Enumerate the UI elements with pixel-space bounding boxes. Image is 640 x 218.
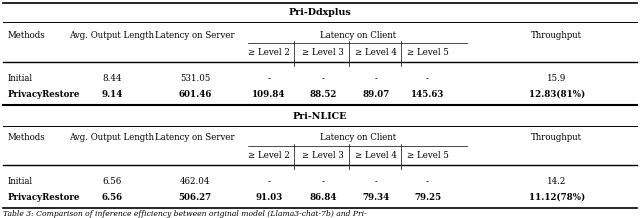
Text: 601.46: 601.46 (179, 90, 212, 99)
Text: Latency on Client: Latency on Client (320, 133, 396, 142)
Text: 12.83(​81%​): 12.83(​81%​) (529, 90, 585, 99)
Text: -: - (268, 177, 270, 186)
Text: 79.34: 79.34 (362, 193, 389, 202)
Text: ≥ Level 3: ≥ Level 3 (302, 48, 344, 57)
Text: Pri-NLICE: Pri-NLICE (293, 112, 347, 121)
Text: PrivacyRestore: PrivacyRestore (8, 193, 80, 202)
Text: Initial: Initial (8, 74, 33, 83)
Text: 531.05: 531.05 (180, 74, 211, 83)
Text: 8.44: 8.44 (102, 74, 122, 83)
Text: 14.2: 14.2 (547, 177, 566, 186)
Text: ≥ Level 4: ≥ Level 4 (355, 151, 397, 160)
Text: 506.27: 506.27 (179, 193, 212, 202)
Text: 11.12(​78%​): 11.12(​78%​) (529, 193, 585, 202)
Text: -: - (268, 74, 270, 83)
Text: 89.07: 89.07 (362, 90, 389, 99)
Text: PrivacyRestore: PrivacyRestore (8, 90, 80, 99)
Text: 6.56: 6.56 (102, 177, 122, 186)
Text: Throughput: Throughput (531, 133, 582, 142)
Text: -: - (426, 177, 429, 186)
Text: 6.56: 6.56 (101, 193, 123, 202)
Text: ≥ Level 2: ≥ Level 2 (248, 48, 290, 57)
Text: ≥ Level 5: ≥ Level 5 (406, 48, 449, 57)
Text: -: - (322, 74, 324, 83)
Text: Latency on Server: Latency on Server (156, 31, 235, 40)
Text: Avg. Output Length: Avg. Output Length (70, 133, 154, 142)
Text: 91.03: 91.03 (255, 193, 282, 202)
Text: 88.52: 88.52 (310, 90, 337, 99)
Text: 86.84: 86.84 (310, 193, 337, 202)
Text: 9.14: 9.14 (101, 90, 123, 99)
Text: -: - (374, 74, 377, 83)
Text: Table 3: Comparison of inference efficiency between original model (Llama3-chat-: Table 3: Comparison of inference efficie… (3, 210, 367, 218)
Text: ≥ Level 3: ≥ Level 3 (302, 151, 344, 160)
Text: Pri-Ddxplus: Pri-Ddxplus (289, 8, 351, 17)
Text: Avg. Output Length: Avg. Output Length (70, 31, 154, 40)
Text: ≥ Level 4: ≥ Level 4 (355, 48, 397, 57)
Text: 462.04: 462.04 (180, 177, 211, 186)
Text: -: - (322, 177, 324, 186)
Text: 15.9: 15.9 (547, 74, 566, 83)
Text: -: - (426, 74, 429, 83)
Text: ≥ Level 5: ≥ Level 5 (406, 151, 449, 160)
Text: Initial: Initial (8, 177, 33, 186)
Text: 145.63: 145.63 (411, 90, 444, 99)
Text: ≥ Level 2: ≥ Level 2 (248, 151, 290, 160)
Text: 79.25: 79.25 (414, 193, 441, 202)
Text: Throughput: Throughput (531, 31, 582, 40)
Text: Methods: Methods (8, 133, 45, 142)
Text: 109.84: 109.84 (252, 90, 285, 99)
Text: Latency on Server: Latency on Server (156, 133, 235, 142)
Text: Methods: Methods (8, 31, 45, 40)
Text: Latency on Client: Latency on Client (320, 31, 396, 40)
Text: -: - (374, 177, 377, 186)
